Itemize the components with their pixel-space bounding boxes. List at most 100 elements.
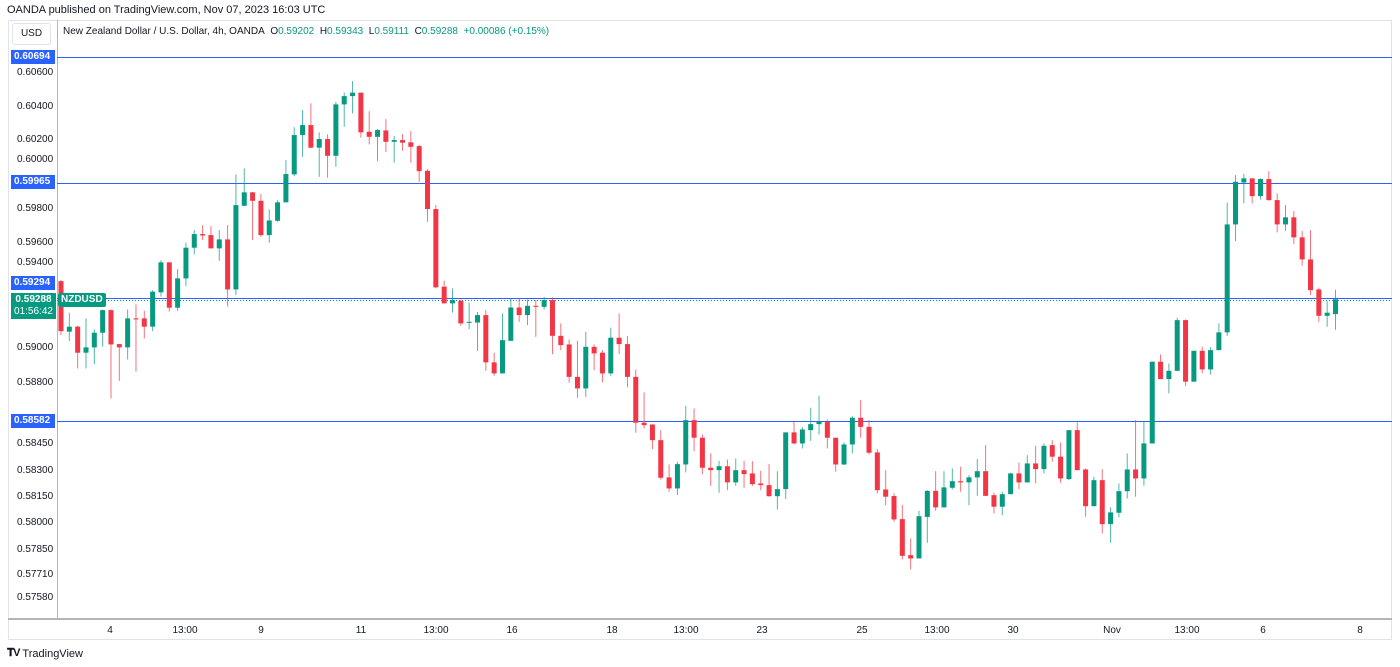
candle-body bbox=[475, 315, 480, 323]
candle-body bbox=[499, 340, 505, 374]
candle-body bbox=[649, 424, 655, 441]
candle-body bbox=[716, 466, 722, 471]
candle-body bbox=[733, 470, 739, 483]
candle-body bbox=[1291, 217, 1297, 238]
candle-body bbox=[933, 490, 939, 508]
candle-body bbox=[1049, 445, 1055, 457]
candle-body bbox=[1133, 469, 1139, 479]
price-tick-label: 0.59000 bbox=[17, 342, 54, 353]
candle-body bbox=[1308, 259, 1313, 291]
time-tick-label: 9 bbox=[258, 625, 264, 636]
candle-body bbox=[66, 326, 72, 332]
candle-body bbox=[1016, 473, 1022, 483]
candle-body bbox=[458, 300, 464, 324]
candle-body bbox=[416, 146, 422, 172]
price-tick-label: 0.57850 bbox=[17, 544, 54, 555]
time-tick-label: 6 bbox=[1260, 625, 1266, 636]
tradingview-logo-icon: 𝐓V bbox=[7, 647, 20, 659]
candle-body bbox=[891, 496, 897, 520]
candle-body bbox=[1183, 320, 1189, 382]
candle-body bbox=[316, 139, 322, 148]
candle-body bbox=[608, 337, 614, 374]
candle-body bbox=[666, 477, 672, 489]
candle-body bbox=[941, 487, 947, 508]
time-axis[interactable] bbox=[8, 618, 1392, 640]
candle-body bbox=[749, 473, 755, 485]
candle-body bbox=[974, 471, 980, 478]
candle-body bbox=[325, 139, 331, 156]
high-value: 0.59343 bbox=[327, 26, 364, 37]
candle-body bbox=[100, 310, 106, 333]
candle-body bbox=[1108, 512, 1114, 525]
symbol-legend: New Zealand Dollar / U.S. Dollar, 4h, OA… bbox=[63, 26, 549, 37]
bar-countdown: 01:56:42 bbox=[14, 306, 53, 317]
currency-button[interactable]: USD bbox=[12, 23, 51, 45]
candle-body bbox=[633, 376, 639, 423]
candle-body bbox=[1066, 430, 1072, 480]
candle-body bbox=[1299, 237, 1305, 260]
price-axis[interactable] bbox=[8, 20, 58, 618]
candle-body bbox=[1124, 469, 1130, 492]
candle-body bbox=[141, 318, 147, 327]
price-tick-label: 0.60600 bbox=[17, 67, 54, 78]
level-price-label: 0.58582 bbox=[11, 414, 55, 428]
time-tick-label: 13:00 bbox=[1174, 625, 1200, 636]
candle-body bbox=[150, 291, 156, 327]
level-price-label: 0.60694 bbox=[11, 50, 55, 64]
price-tick-label: 0.59800 bbox=[17, 203, 54, 214]
candle-body bbox=[1191, 350, 1197, 382]
candle-body bbox=[466, 321, 472, 323]
candle-body bbox=[708, 467, 714, 471]
candle-body bbox=[766, 485, 772, 497]
candle-body bbox=[1149, 361, 1155, 444]
candle-body bbox=[1216, 332, 1222, 351]
candle-body bbox=[166, 262, 172, 308]
time-tick-label: 4 bbox=[107, 625, 113, 636]
candle-body bbox=[524, 305, 530, 316]
candle-body bbox=[1199, 350, 1205, 370]
price-tick-label: 0.60200 bbox=[17, 134, 54, 145]
candle-body bbox=[1041, 445, 1047, 470]
candle-body bbox=[774, 489, 780, 497]
candle-body bbox=[683, 420, 689, 465]
high-label: H bbox=[319, 26, 328, 37]
candle-body bbox=[1324, 312, 1330, 316]
candle-body bbox=[899, 519, 905, 556]
open-value: 0.59202 bbox=[278, 26, 315, 37]
candle-body bbox=[1249, 178, 1255, 197]
candle-body bbox=[1332, 299, 1338, 315]
candle-body bbox=[191, 234, 197, 248]
candle-body bbox=[833, 437, 839, 465]
open-label: O bbox=[270, 26, 279, 37]
current-price: 0.59288 bbox=[15, 294, 52, 305]
time-tick-label: 13:00 bbox=[924, 625, 950, 636]
candle-body bbox=[375, 130, 381, 137]
tradingview-logo[interactable]: 𝐓V TradingView bbox=[7, 647, 83, 660]
candle-body bbox=[225, 239, 231, 290]
time-tick-label: 13:00 bbox=[673, 625, 699, 636]
candle-body bbox=[966, 477, 972, 483]
candle-body bbox=[583, 346, 589, 389]
candle-body bbox=[1241, 178, 1247, 183]
candle-body bbox=[366, 131, 372, 137]
close-value: 0.59288 bbox=[421, 26, 458, 37]
current-price-label: 0.59288 01:56:42 bbox=[11, 293, 56, 319]
price-tick-label: 0.59600 bbox=[17, 237, 54, 248]
time-tick-label: 13:00 bbox=[423, 625, 449, 636]
candle-body bbox=[999, 494, 1005, 507]
candle-body bbox=[799, 429, 805, 444]
low-label: L bbox=[368, 26, 375, 37]
candle-body bbox=[1208, 350, 1214, 370]
candle-body bbox=[1266, 179, 1272, 201]
candle-body bbox=[658, 440, 664, 478]
candle-body bbox=[91, 332, 97, 348]
candle-body bbox=[291, 135, 297, 175]
candle-body bbox=[916, 516, 922, 559]
legend-title: New Zealand Dollar / U.S. Dollar, 4h, OA… bbox=[63, 26, 265, 37]
price-tick-label: 0.57710 bbox=[17, 569, 54, 580]
candle-body bbox=[641, 422, 647, 426]
time-tick-label: 8 bbox=[1357, 625, 1363, 636]
price-tick-label: 0.60000 bbox=[17, 154, 54, 165]
candle-body bbox=[841, 444, 847, 465]
